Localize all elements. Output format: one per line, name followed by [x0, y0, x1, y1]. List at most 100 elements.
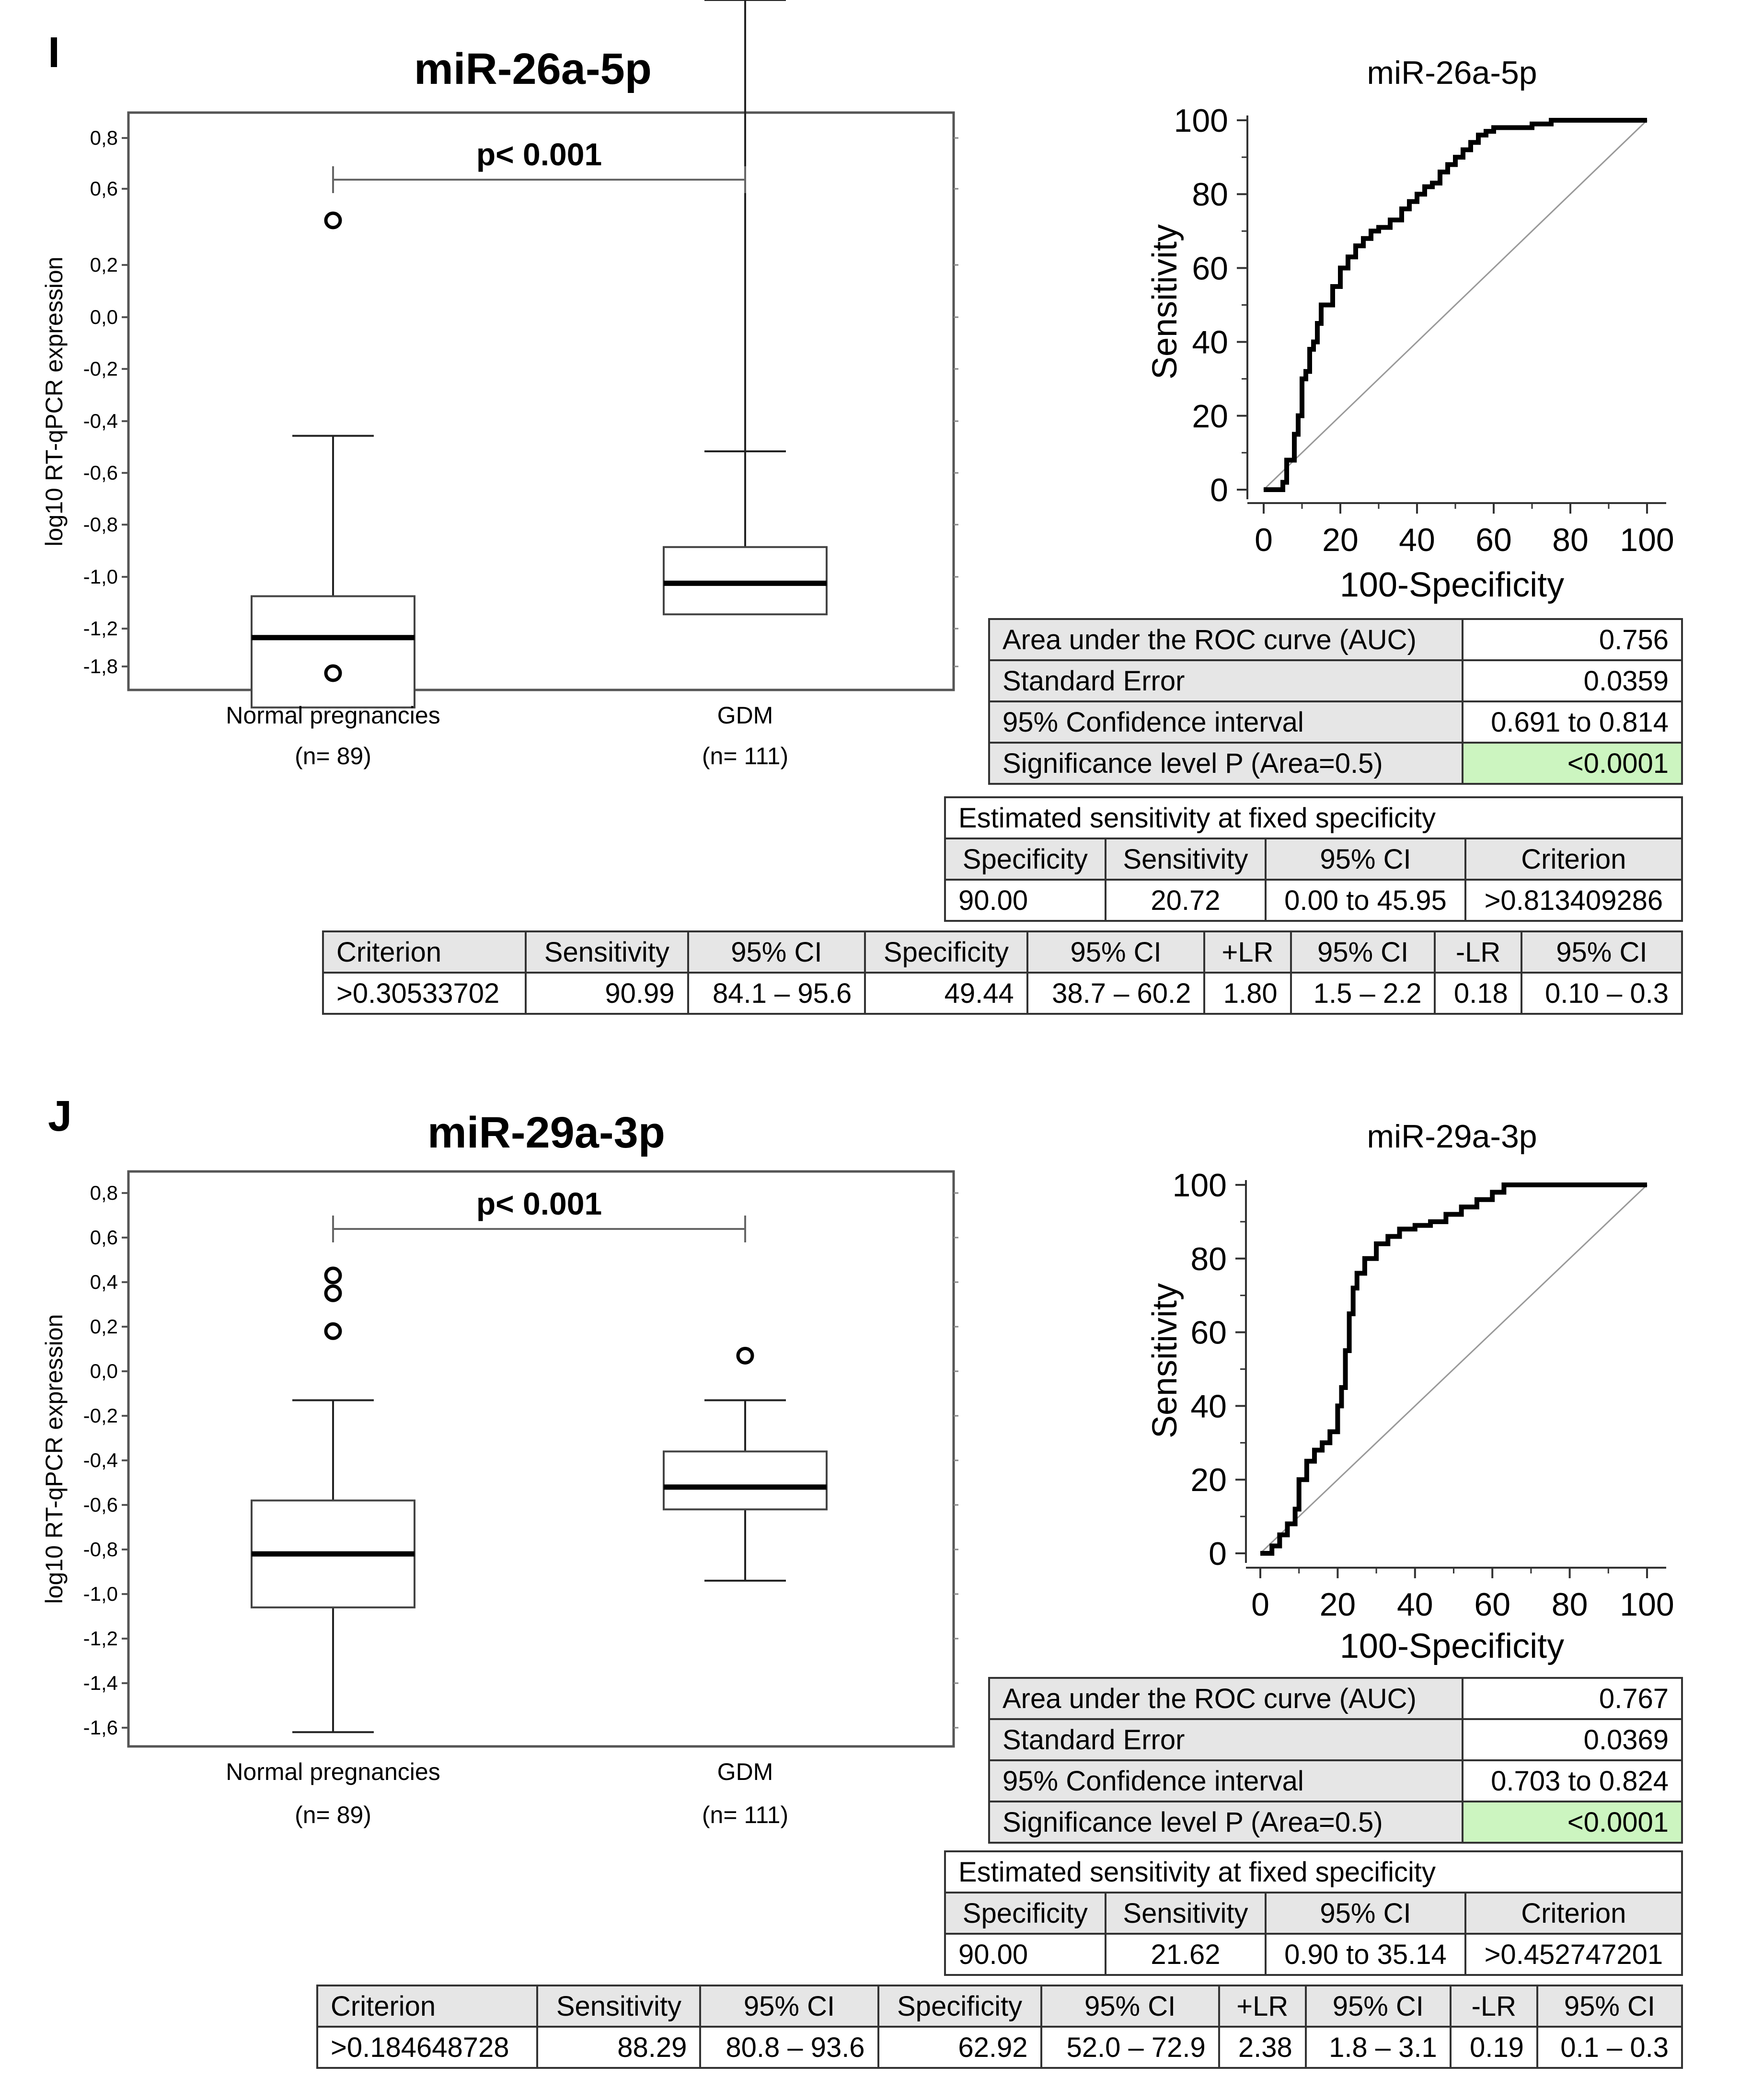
- roc-y-tick-label: 0: [1209, 1536, 1227, 1572]
- fixed-spec-title: Estimated sensitivity at fixed specifici…: [944, 1850, 1683, 1893]
- y-tick-label: -0,4: [83, 410, 118, 432]
- auc-table-i: Area under the ROC curve (AUC) 0.756 Stan…: [988, 618, 1683, 785]
- roc-x-tick-label: 80: [1552, 522, 1589, 558]
- ct-header: Specificity: [864, 930, 1028, 974]
- ct-header: Specificity: [877, 1985, 1042, 2028]
- category-label-normal-i: Normal pregnancies: [226, 702, 440, 729]
- fs-header: Criterion: [1464, 1892, 1683, 1935]
- ct-cell: 52.0 – 72.9: [1040, 2026, 1220, 2069]
- roc-y-tick-label: 20: [1192, 398, 1228, 435]
- p-label: Significance level P (Area=0.5): [988, 1801, 1463, 1844]
- roc-y-tick-label: 100: [1173, 1167, 1227, 1204]
- p-row: Significance level P (Area=0.5) <0.0001: [988, 742, 1683, 785]
- criterion-table-i: Criterion Sensitivity 95% CI Specificity…: [322, 930, 1683, 1015]
- y-tick-label: 0,8: [90, 126, 118, 149]
- roc-y-tick-label: 20: [1190, 1462, 1227, 1498]
- fs-header: 95% CI: [1265, 1892, 1466, 1935]
- y-tick-label: 0,6: [90, 1226, 118, 1249]
- fs-cell: >0.813409286: [1464, 879, 1683, 922]
- se-label: Standard Error: [988, 659, 1463, 702]
- auc-label: Area under the ROC curve (AUC): [988, 1677, 1463, 1720]
- ct-header: 95% CI: [1040, 1985, 1220, 2028]
- auc-value: 0.767: [1461, 1677, 1683, 1720]
- p-value: <0.0001: [1461, 742, 1683, 785]
- roc-x-tick-label: 80: [1552, 1586, 1588, 1623]
- roc-x-tick-label: 100: [1620, 522, 1674, 558]
- panel-letter-i: I: [48, 29, 60, 77]
- ct-cell: >0.30533702: [322, 972, 527, 1015]
- roc-y-tick-label: 80: [1190, 1241, 1227, 1277]
- roc-reference-line: [1263, 119, 1648, 491]
- ct-header: -LR: [1434, 930, 1522, 974]
- se-value: 0.0369: [1461, 1718, 1683, 1761]
- ct-header: Sensitivity: [536, 1985, 702, 2028]
- se-row: Standard Error 0.0359: [988, 659, 1683, 702]
- roc-reference-line: [1259, 1184, 1648, 1554]
- n-label-gdm-i: (n= 111): [702, 743, 788, 769]
- roc-title-i: miR-26a-5p: [1367, 55, 1537, 91]
- roc-y-tick-label: 60: [1192, 250, 1228, 287]
- roc-x-tick-label: 60: [1475, 522, 1512, 558]
- y-tick-label: -1,8: [83, 655, 118, 677]
- roc-x-tick-label: 100: [1620, 1586, 1674, 1623]
- outlier-point: [324, 1284, 342, 1302]
- fixed-spec-table-i: Estimated sensitivity at fixed specifici…: [944, 796, 1683, 922]
- ct-cell: >0.184648728: [316, 2026, 539, 2069]
- roc-curve: [1260, 1182, 1647, 1556]
- ct-header: 95% CI: [1520, 930, 1683, 974]
- ct-cell: 84.1 – 95.6: [687, 972, 866, 1015]
- ct-cell: 88.29: [536, 2026, 702, 2069]
- category-label-gdm-i: GDM: [717, 702, 773, 729]
- ct-header: +LR: [1218, 1985, 1307, 2028]
- fs-cell: 90.00: [944, 1933, 1106, 1976]
- roc-plot-i: 0 20 40 60 80 100 0 20 40 60 80 100: [1174, 103, 1674, 558]
- fs-header: Specificity: [944, 838, 1106, 881]
- y-tick-label: -0,8: [83, 513, 118, 536]
- outlier-point: [736, 1346, 754, 1365]
- p-label: Significance level P (Area=0.5): [988, 742, 1463, 785]
- ct-cell: 1.8 – 3.1: [1304, 2026, 1452, 2069]
- roc-x-tick-label: 0: [1251, 1586, 1269, 1623]
- ct-cell: 0.19: [1449, 2026, 1538, 2069]
- fs-header: 95% CI: [1265, 838, 1466, 881]
- se-value: 0.0359: [1461, 659, 1683, 702]
- y-tick-label: -0,6: [83, 461, 118, 484]
- box-plot-i: 0,8 0,6 0,2 0,0 -0,2 -0,4 -0,6 -0,8 -1,0 -1,2 -1,8…: [83, 0, 958, 709]
- box-iqr: [251, 595, 415, 709]
- ct-header: 95% CI: [687, 930, 866, 974]
- outlier-point: [324, 1322, 342, 1340]
- roc-y-tick-label: 0: [1210, 472, 1228, 508]
- fs-cell: 21.62: [1104, 1933, 1267, 1976]
- roc-y-tick-label: 40: [1192, 324, 1228, 361]
- y-tick-label: -1,0: [83, 1583, 118, 1605]
- y-tick-label: -0,2: [83, 357, 118, 380]
- box-plot-frame-i: [127, 111, 955, 691]
- roc-ylabel-i: Sensitivity: [1146, 224, 1184, 379]
- n-label-normal-j: (n= 89): [295, 1802, 371, 1828]
- y-tick-label: -0,8: [83, 1538, 118, 1561]
- y-tick-label: -1,2: [83, 1627, 118, 1650]
- roc-curve: [1264, 118, 1647, 492]
- n-label-normal-i: (n= 89): [295, 743, 371, 769]
- y-tick-label: -1,2: [83, 617, 118, 640]
- auc-value: 0.756: [1461, 618, 1683, 661]
- y-tick-label: -1,6: [83, 1716, 118, 1739]
- roc-x-tick-label: 0: [1255, 522, 1273, 558]
- ct-cell: 0.18: [1434, 972, 1522, 1015]
- fixed-spec-title: Estimated sensitivity at fixed specifici…: [944, 796, 1683, 839]
- y-tick-label: -0,2: [83, 1404, 118, 1427]
- roc-plot-j: 0 20 40 60 80 100 0 20 40 60 80 100: [1173, 1167, 1674, 1623]
- ci-value: 0.691 to 0.814: [1461, 700, 1683, 744]
- roc-ylabel-j: Sensitivity: [1146, 1283, 1184, 1438]
- ci-label: 95% Confidence interval: [988, 700, 1463, 744]
- ct-cell: 0.1 – 0.3: [1536, 2026, 1683, 2069]
- roc-x-tick-label: 40: [1397, 1586, 1433, 1623]
- box-iqr: [663, 1450, 828, 1511]
- box-plot-j: 0,8 0,6 0,4 0,2 0,0 -0,2 -0,4 -0,6 -0,8 -1,0 -1,2 -…: [83, 1182, 958, 1739]
- ct-header: Sensitivity: [525, 930, 689, 974]
- ct-header: 95% CI: [1536, 1985, 1683, 2028]
- category-label-gdm-j: GDM: [717, 1758, 773, 1785]
- box-title-i: miR-26a-5p: [414, 45, 652, 93]
- ct-cell: 62.92: [877, 2026, 1042, 2069]
